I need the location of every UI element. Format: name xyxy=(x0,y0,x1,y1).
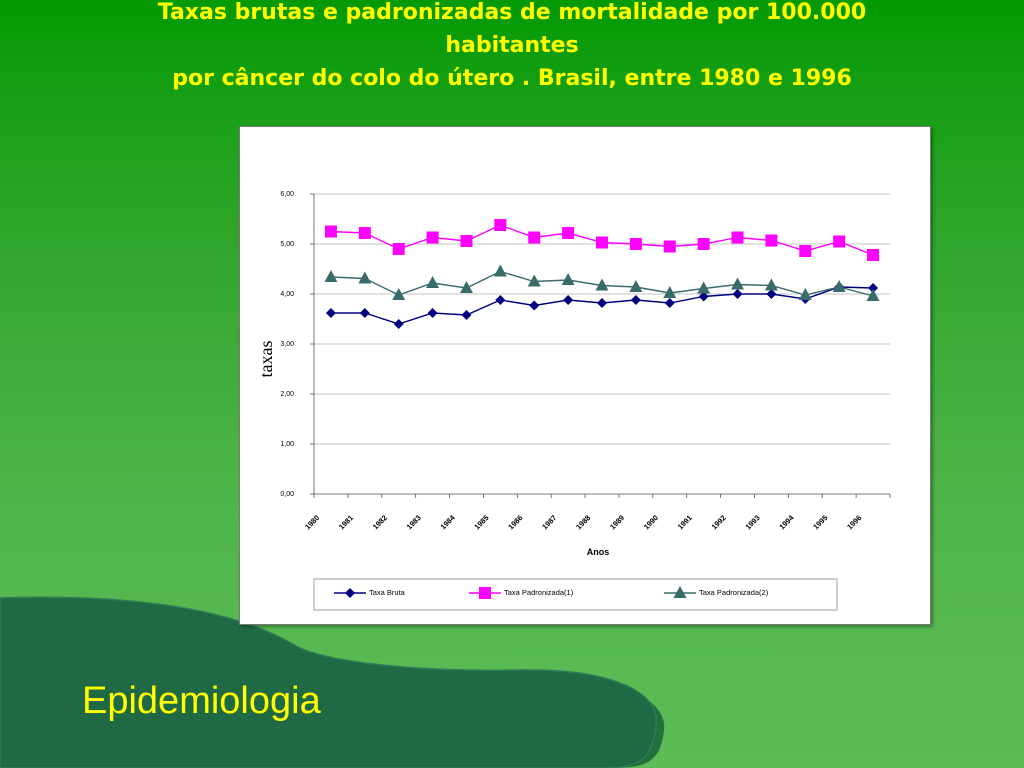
series-1-point xyxy=(697,238,710,250)
x-tick-label: 1994 xyxy=(777,513,796,532)
x-tick-label: 1986 xyxy=(506,513,524,531)
series-2-point xyxy=(493,264,507,277)
corner-shape xyxy=(0,596,657,768)
legend-label-2: Taxa Padronizada(2) xyxy=(699,588,769,597)
series-1-point xyxy=(663,240,676,253)
series-0-point xyxy=(732,289,743,299)
y-tick-label: 4,00 xyxy=(280,291,294,298)
series-0-point xyxy=(698,291,709,302)
series-2-point xyxy=(459,281,473,293)
y-tick-label: 1,00 xyxy=(280,441,294,448)
title-line-3: por câncer do colo do útero . Brasil, en… xyxy=(172,66,852,91)
series-2-point xyxy=(595,278,609,291)
series-0-point xyxy=(461,310,472,320)
x-tick-label: 1989 xyxy=(608,513,626,531)
series-1-point xyxy=(833,235,846,248)
series-1-point xyxy=(562,227,575,239)
series-2-point xyxy=(527,274,541,287)
y-tick-label: 0,00 xyxy=(280,491,294,498)
y-axis-title: taxas xyxy=(256,341,276,378)
series-1-point xyxy=(358,227,371,239)
x-tick-label: 1992 xyxy=(710,513,728,531)
series-2-point xyxy=(629,280,643,292)
x-tick-label: 1982 xyxy=(371,513,389,531)
series-1-point xyxy=(731,231,744,244)
series-1-point xyxy=(426,231,439,244)
x-tick-label: 1993 xyxy=(744,513,762,531)
y-tick-label: 5,00 xyxy=(280,241,294,248)
x-tick-label: 1985 xyxy=(472,513,490,531)
series-2-point xyxy=(324,270,338,282)
x-tick-label: 1995 xyxy=(811,513,829,531)
series-1-point xyxy=(867,249,880,261)
series-0-point xyxy=(868,283,879,293)
series-2-point xyxy=(426,276,440,288)
legend-label-0: Taxa Bruta xyxy=(369,588,406,597)
footer-label: Epidemiologia xyxy=(82,680,321,722)
series-0-point xyxy=(630,295,641,305)
series-1-point xyxy=(324,225,337,238)
series-1-point xyxy=(765,234,778,247)
legend-marker-1 xyxy=(479,587,491,599)
legend-marker-0 xyxy=(345,588,355,598)
y-tick-label: 2,00 xyxy=(280,391,294,398)
x-tick-label: 1988 xyxy=(574,513,592,531)
series-0-point xyxy=(563,295,574,305)
x-tick-label: 1990 xyxy=(642,513,660,531)
series-2-point xyxy=(561,273,575,285)
series-0-point xyxy=(427,308,438,318)
y-tick-label: 6,00 xyxy=(280,191,294,198)
series-0-point xyxy=(766,289,777,299)
chart-panel: 0,00 1,00 2,00 3,00 4,00 5,00 6,00 1980 1981 1982… xyxy=(239,126,931,625)
series-2-point xyxy=(866,289,880,301)
x-tick-label: 1984 xyxy=(439,513,458,532)
series-1-point xyxy=(596,236,608,249)
series-0-point xyxy=(664,298,675,308)
slide-title: Taxas brutas e padronizadas de mortalida… xyxy=(40,0,984,95)
series-0-point xyxy=(325,308,336,318)
series-2-point xyxy=(798,288,812,300)
line-chart: 0,00 1,00 2,00 3,00 4,00 5,00 6,00 1980 1981 1982… xyxy=(256,191,891,611)
series-2-point xyxy=(764,278,778,291)
series-0-point xyxy=(597,298,607,308)
x-tick-label: 1983 xyxy=(405,513,423,531)
x-axis-title: Anos xyxy=(587,547,610,557)
series-0-point xyxy=(529,300,540,311)
series-2-point xyxy=(832,280,846,292)
x-tick-label: 1996 xyxy=(845,513,863,531)
legend-marker-2 xyxy=(673,586,687,598)
series-1-point xyxy=(460,235,473,247)
series-1-point xyxy=(528,231,541,244)
series-1-point xyxy=(494,219,507,231)
series-2-point xyxy=(697,281,711,294)
legend-box xyxy=(313,578,838,611)
series-0-point xyxy=(359,308,370,318)
title-line-1: Taxas brutas e padronizadas de mortalida… xyxy=(157,0,867,25)
series-1-point xyxy=(392,243,405,255)
y-tick-label: 3,00 xyxy=(280,341,294,348)
x-tick-label: 1980 xyxy=(303,513,321,531)
series-0-point xyxy=(393,319,404,329)
series-1-point xyxy=(629,238,642,250)
series-2-point xyxy=(392,288,406,300)
legend-label-1: Taxa Padronizada(1) xyxy=(504,588,574,597)
series-2-point xyxy=(663,286,677,298)
series-1-point xyxy=(799,245,812,257)
series-0-point xyxy=(495,295,506,305)
x-tick-label: 1991 xyxy=(676,513,694,531)
title-line-2: habitantes xyxy=(445,33,579,58)
x-tick-label: 1987 xyxy=(540,513,558,531)
x-tick-label: 1981 xyxy=(337,513,355,531)
series-2-point xyxy=(731,277,745,290)
series-2-point xyxy=(358,271,372,284)
